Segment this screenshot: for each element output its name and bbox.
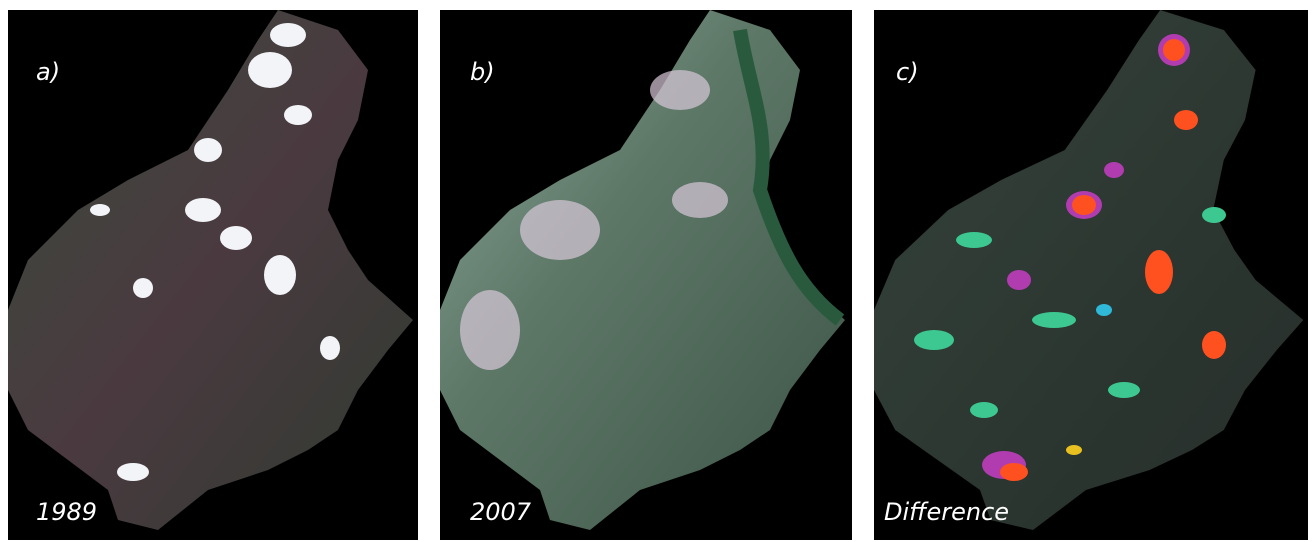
- panel-b: b) 2007: [440, 10, 852, 540]
- cloud: [194, 138, 222, 162]
- cloud: [220, 226, 252, 250]
- patch: [1032, 312, 1076, 328]
- cloud: [320, 336, 340, 360]
- panel-caption: 2007: [470, 498, 532, 526]
- cloud: [264, 255, 296, 295]
- panel-caption: 1989: [36, 498, 97, 526]
- panel-caption: Difference: [884, 498, 1009, 526]
- panel-label: c): [896, 58, 919, 86]
- patch: [1000, 463, 1028, 481]
- figure: a) 1989 b) 2007: [0, 0, 1316, 542]
- bright-area: [650, 70, 710, 110]
- panel-a: a) 1989: [8, 10, 418, 540]
- bright-area: [520, 200, 600, 260]
- cloud: [248, 52, 292, 88]
- patch: [1066, 445, 1082, 455]
- bright-area: [460, 290, 520, 370]
- panel-c: c) Difference: [874, 10, 1308, 540]
- patch: [1174, 110, 1198, 130]
- cloud: [284, 105, 312, 125]
- panel-label: b): [470, 58, 495, 86]
- patch: [956, 232, 992, 248]
- cloud: [90, 204, 110, 216]
- patch: [1202, 331, 1226, 359]
- cloud: [117, 463, 149, 481]
- patch: [1202, 207, 1226, 223]
- patch: [1096, 304, 1112, 316]
- cloud: [270, 23, 306, 47]
- patch: [1163, 39, 1185, 61]
- patch: [1072, 195, 1096, 215]
- patch: [1007, 270, 1031, 290]
- page: {"panels": [ {"label": "a)", "caption": …: [0, 0, 1316, 542]
- bright-area: [672, 182, 728, 218]
- patch: [1145, 250, 1173, 294]
- cloud: [133, 278, 153, 298]
- patch: [1104, 162, 1124, 178]
- cloud: [185, 198, 221, 222]
- panel-label: a): [36, 58, 60, 86]
- body: a) 1989 b) 2007: [0, 0, 1316, 542]
- patch: [1108, 382, 1140, 398]
- patch: [970, 402, 998, 418]
- patch: [914, 330, 954, 350]
